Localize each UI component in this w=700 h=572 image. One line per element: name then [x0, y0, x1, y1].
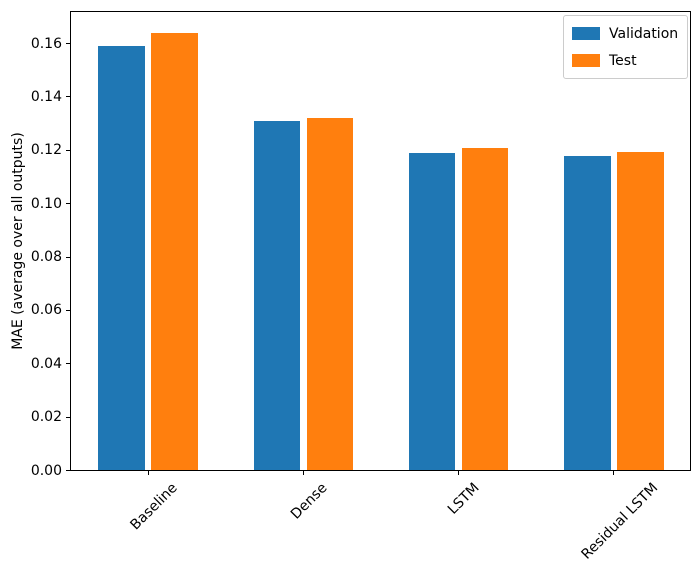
legend: Validation Test: [563, 15, 689, 79]
bar-test-dense: [306, 118, 354, 470]
y-tick-label: 0.02: [30, 409, 62, 426]
legend-entry-test: Test: [572, 51, 678, 70]
x-tick-mark: [458, 471, 460, 475]
x-tick-label-text: Residual LSTM: [578, 480, 661, 563]
x-tick-label-text: Baseline: [126, 480, 181, 534]
bar-validation-dense: [253, 120, 301, 470]
legend-swatch-test-icon: [572, 54, 600, 67]
y-tick-mark: [66, 470, 70, 471]
y-tick-mark: [66, 203, 70, 205]
x-tick-label-text: Dense: [287, 480, 331, 523]
bar-test-residual-lstm: [617, 151, 664, 470]
bar-test-baseline: [151, 32, 198, 470]
y-tick-label: 0.12: [30, 142, 62, 159]
legend-entry-validation: Validation: [572, 24, 678, 43]
y-tick-label: 0.00: [30, 462, 62, 479]
x-tick-mark: [147, 471, 149, 475]
legend-swatch-validation-icon: [572, 27, 600, 40]
y-tick-label: 0.14: [30, 88, 62, 105]
bar-validation-baseline: [98, 46, 145, 470]
bar-validation-lstm: [408, 153, 456, 470]
legend-label-validation: Validation: [609, 25, 679, 42]
y-tick-label: 0.08: [30, 249, 62, 265]
y-tick-mark: [66, 256, 70, 258]
y-tick-mark: [66, 309, 70, 311]
y-tick-mark: [66, 363, 70, 365]
x-tick-label-text: LSTM: [445, 480, 484, 518]
y-tick-mark: [66, 149, 70, 151]
y-tick-mark: [66, 96, 70, 98]
x-tick-mark: [613, 471, 615, 475]
plot-area: [70, 11, 691, 471]
legend-label-test: Test: [609, 52, 637, 69]
bar-validation-residual-lstm: [564, 155, 611, 470]
y-tick-mark: [66, 416, 70, 418]
y-tick-label: 0.10: [30, 195, 62, 212]
y-tick-label: 0.06: [30, 302, 62, 319]
x-tick-mark: [302, 471, 304, 475]
y-tick-label: 0.16: [30, 35, 62, 52]
y-tick-mark: [66, 43, 70, 45]
y-tick-label: 0.04: [30, 355, 62, 372]
bar-test-lstm: [461, 147, 509, 470]
